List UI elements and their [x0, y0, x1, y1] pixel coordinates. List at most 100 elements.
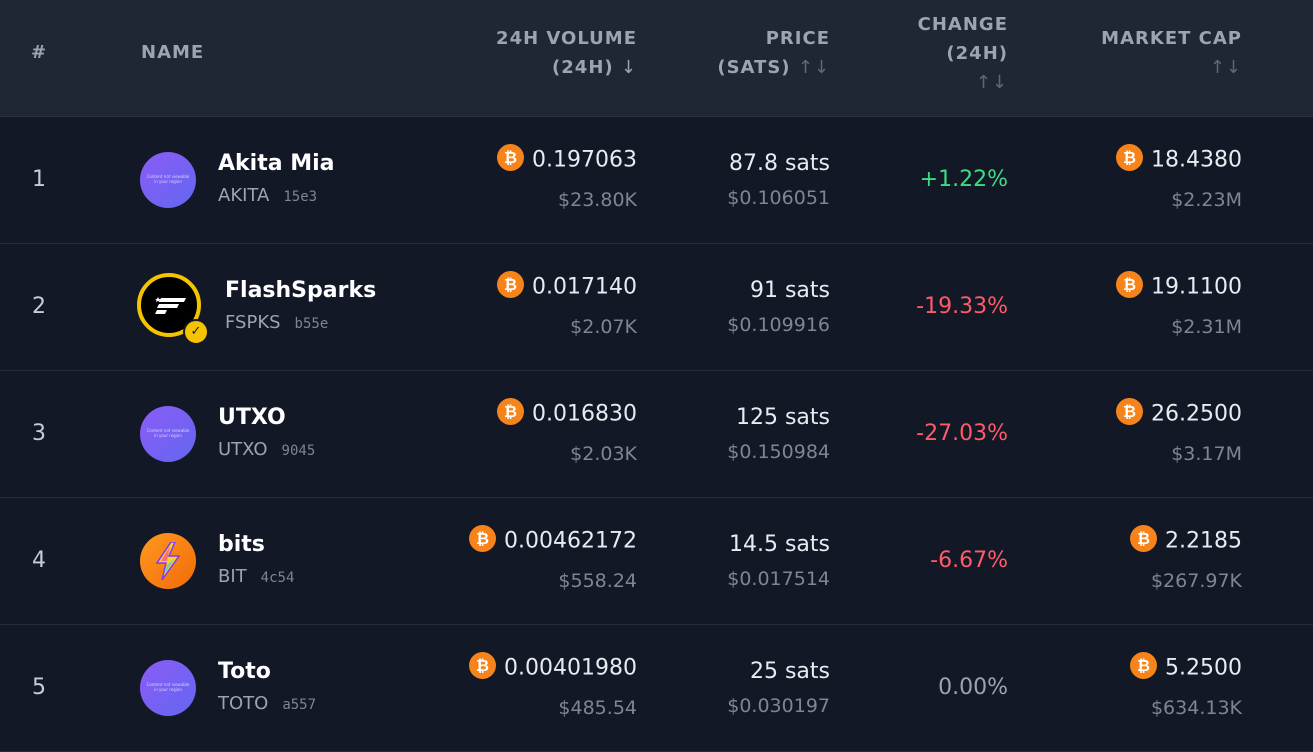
token-name[interactable]: Akita Mia — [218, 151, 335, 176]
volume-btc-value: 0.00401980 — [504, 655, 637, 681]
volume-btc-value: 0.00462172 — [504, 528, 637, 554]
token-id: 9045 — [281, 443, 316, 459]
market-cap-btc-value: 5.2500 — [1165, 655, 1242, 681]
placeholder-text: Content not viewable in your region — [146, 682, 190, 692]
volume-usd: $485.54 — [558, 697, 637, 719]
bitcoin-icon: ₿ — [1130, 652, 1158, 679]
volume-btc: ₿ 0.00462172 — [469, 525, 637, 555]
token-name[interactable]: UTXO — [218, 405, 286, 430]
ticker-symbol: TOTO — [218, 693, 269, 714]
volume-usd: $2.03K — [570, 443, 637, 465]
price-usd: $0.030197 — [727, 695, 830, 717]
token-avatar: Content not viewable in your region — [140, 152, 196, 208]
change-header-sub: (24H) — [946, 43, 1008, 64]
token-id: 15e3 — [283, 189, 318, 205]
table-row[interactable]: 2 ✓ FlashSparks FSPKS b55e ₿ 0.017140 $2.0… — [0, 244, 1313, 371]
bitcoin-icon: ₿ — [1116, 144, 1144, 171]
table-row[interactable]: 4 bits BIT 4c54 ₿ 0.00462172 $558.24 14.5 … — [0, 498, 1313, 625]
volume-btc-value: 0.016830 — [532, 401, 637, 427]
placeholder-text: Content not viewable in your region — [146, 428, 190, 438]
volume-btc: ₿ 0.00401980 — [469, 652, 637, 682]
bitcoin-icon: ₿ — [469, 525, 497, 552]
token-ticker: TOTO a557 — [218, 693, 316, 714]
change-value: -6.67% — [930, 548, 1008, 573]
token-avatar: Content not viewable in your region — [140, 406, 196, 462]
market-cap-usd: $2.23M — [1171, 189, 1242, 211]
market-cap-header[interactable]: MARKET CAP ↑↓ — [1101, 24, 1242, 82]
change-header[interactable]: CHANGE (24H) ↑↓ — [918, 10, 1008, 97]
price-usd: $0.106051 — [727, 187, 830, 209]
volume-btc-value: 0.017140 — [532, 274, 637, 300]
market-cap-btc: ₿ 26.2500 — [1116, 398, 1242, 428]
token-ticker: FSPKS b55e — [225, 312, 328, 333]
volume-header-label: 24H VOLUME — [496, 28, 637, 49]
token-avatar: Content not viewable in your region — [140, 660, 196, 716]
volume-btc: ₿ 0.016830 — [497, 398, 637, 428]
table-row[interactable]: 3 Content not viewable in your region UT… — [0, 371, 1313, 498]
price-sats: 14.5 sats — [728, 532, 830, 557]
rank-number: 2 — [32, 294, 46, 319]
bitcoin-icon: ₿ — [497, 144, 525, 171]
market-cap-btc-value: 2.2185 — [1165, 528, 1242, 554]
market-cap-usd: $267.97K — [1150, 570, 1242, 592]
name-header[interactable]: NAME — [141, 42, 205, 63]
token-name[interactable]: FlashSparks — [225, 278, 377, 303]
ticker-symbol: UTXO — [218, 439, 268, 460]
market-cap-btc-value: 19.1100 — [1151, 274, 1242, 300]
token-ticker: UTXO 9045 — [218, 439, 315, 460]
token-id: a557 — [282, 697, 317, 713]
token-id: 4c54 — [260, 570, 295, 586]
token-ticker: BIT 4c54 — [218, 566, 294, 587]
change-header-label: CHANGE — [917, 14, 1008, 35]
change-value: -19.33% — [916, 294, 1008, 319]
rank-number: 5 — [32, 675, 46, 700]
placeholder-text: Content not viewable in your region — [146, 174, 190, 184]
price-usd: $0.150984 — [727, 441, 830, 463]
bitcoin-icon: ₿ — [497, 398, 525, 425]
bitcoin-icon: ₿ — [469, 652, 497, 679]
flashsparks-logo-icon: ✓ — [137, 273, 209, 345]
volume-btc: ₿ 0.017140 — [497, 271, 637, 301]
market-cap-btc: ₿ 2.2185 — [1130, 525, 1242, 555]
market-cap-btc: ₿ 5.2500 — [1130, 652, 1242, 682]
ticker-symbol: BIT — [218, 566, 247, 587]
bitcoin-icon: ₿ — [1116, 398, 1144, 425]
market-cap-btc: ₿ 19.1100 — [1116, 271, 1242, 301]
change-value: 0.00% — [938, 675, 1008, 700]
volume-header-sub: (24H) — [552, 57, 614, 78]
price-sats: 91 sats — [749, 278, 830, 303]
bitcoin-icon: ₿ — [1116, 271, 1144, 298]
price-usd: $0.017514 — [727, 568, 830, 590]
token-name[interactable]: bits — [218, 532, 265, 557]
volume-header[interactable]: 24H VOLUME (24H) ↓ — [496, 24, 637, 82]
sort-icon[interactable]: ↑↓ — [1209, 57, 1242, 78]
table-row[interactable]: 5 Content not viewable in your region To… — [0, 625, 1313, 752]
price-sats: 25 sats — [749, 659, 830, 684]
sort-desc-icon[interactable]: ↓ — [620, 57, 637, 78]
table-header: # NAME 24H VOLUME (24H) ↓ PRICE (SATS) ↑… — [0, 0, 1313, 117]
price-header[interactable]: PRICE (SATS) ↑↓ — [717, 24, 830, 82]
price-sats: 125 sats — [735, 405, 830, 430]
ticker-symbol: FSPKS — [225, 312, 281, 333]
change-value: -27.03% — [916, 421, 1008, 446]
bitcoin-icon: ₿ — [497, 271, 525, 298]
token-id: b55e — [294, 316, 329, 332]
market-cap-usd: $634.13K — [1150, 697, 1242, 719]
price-header-label: PRICE — [765, 28, 830, 49]
token-name[interactable]: Toto — [218, 659, 271, 684]
rank-number: 1 — [32, 167, 46, 192]
sort-icon[interactable]: ↑↓ — [797, 57, 830, 78]
volume-usd: $2.07K — [570, 316, 637, 338]
bitcoin-icon: ₿ — [1130, 525, 1158, 552]
table-row[interactable]: 1 Content not viewable in your region Ak… — [0, 117, 1313, 244]
market-cap-btc-value: 18.4380 — [1151, 147, 1242, 173]
rank-header: # — [31, 42, 48, 63]
rank-number: 3 — [32, 421, 46, 446]
volume-btc-value: 0.197063 — [532, 147, 637, 173]
bolt-icon — [155, 542, 181, 580]
sort-icon[interactable]: ↑↓ — [975, 72, 1008, 93]
volume-usd: $23.80K — [558, 189, 637, 211]
market-cap-btc-value: 26.2500 — [1151, 401, 1242, 427]
ticker-symbol: AKITA — [218, 185, 270, 206]
